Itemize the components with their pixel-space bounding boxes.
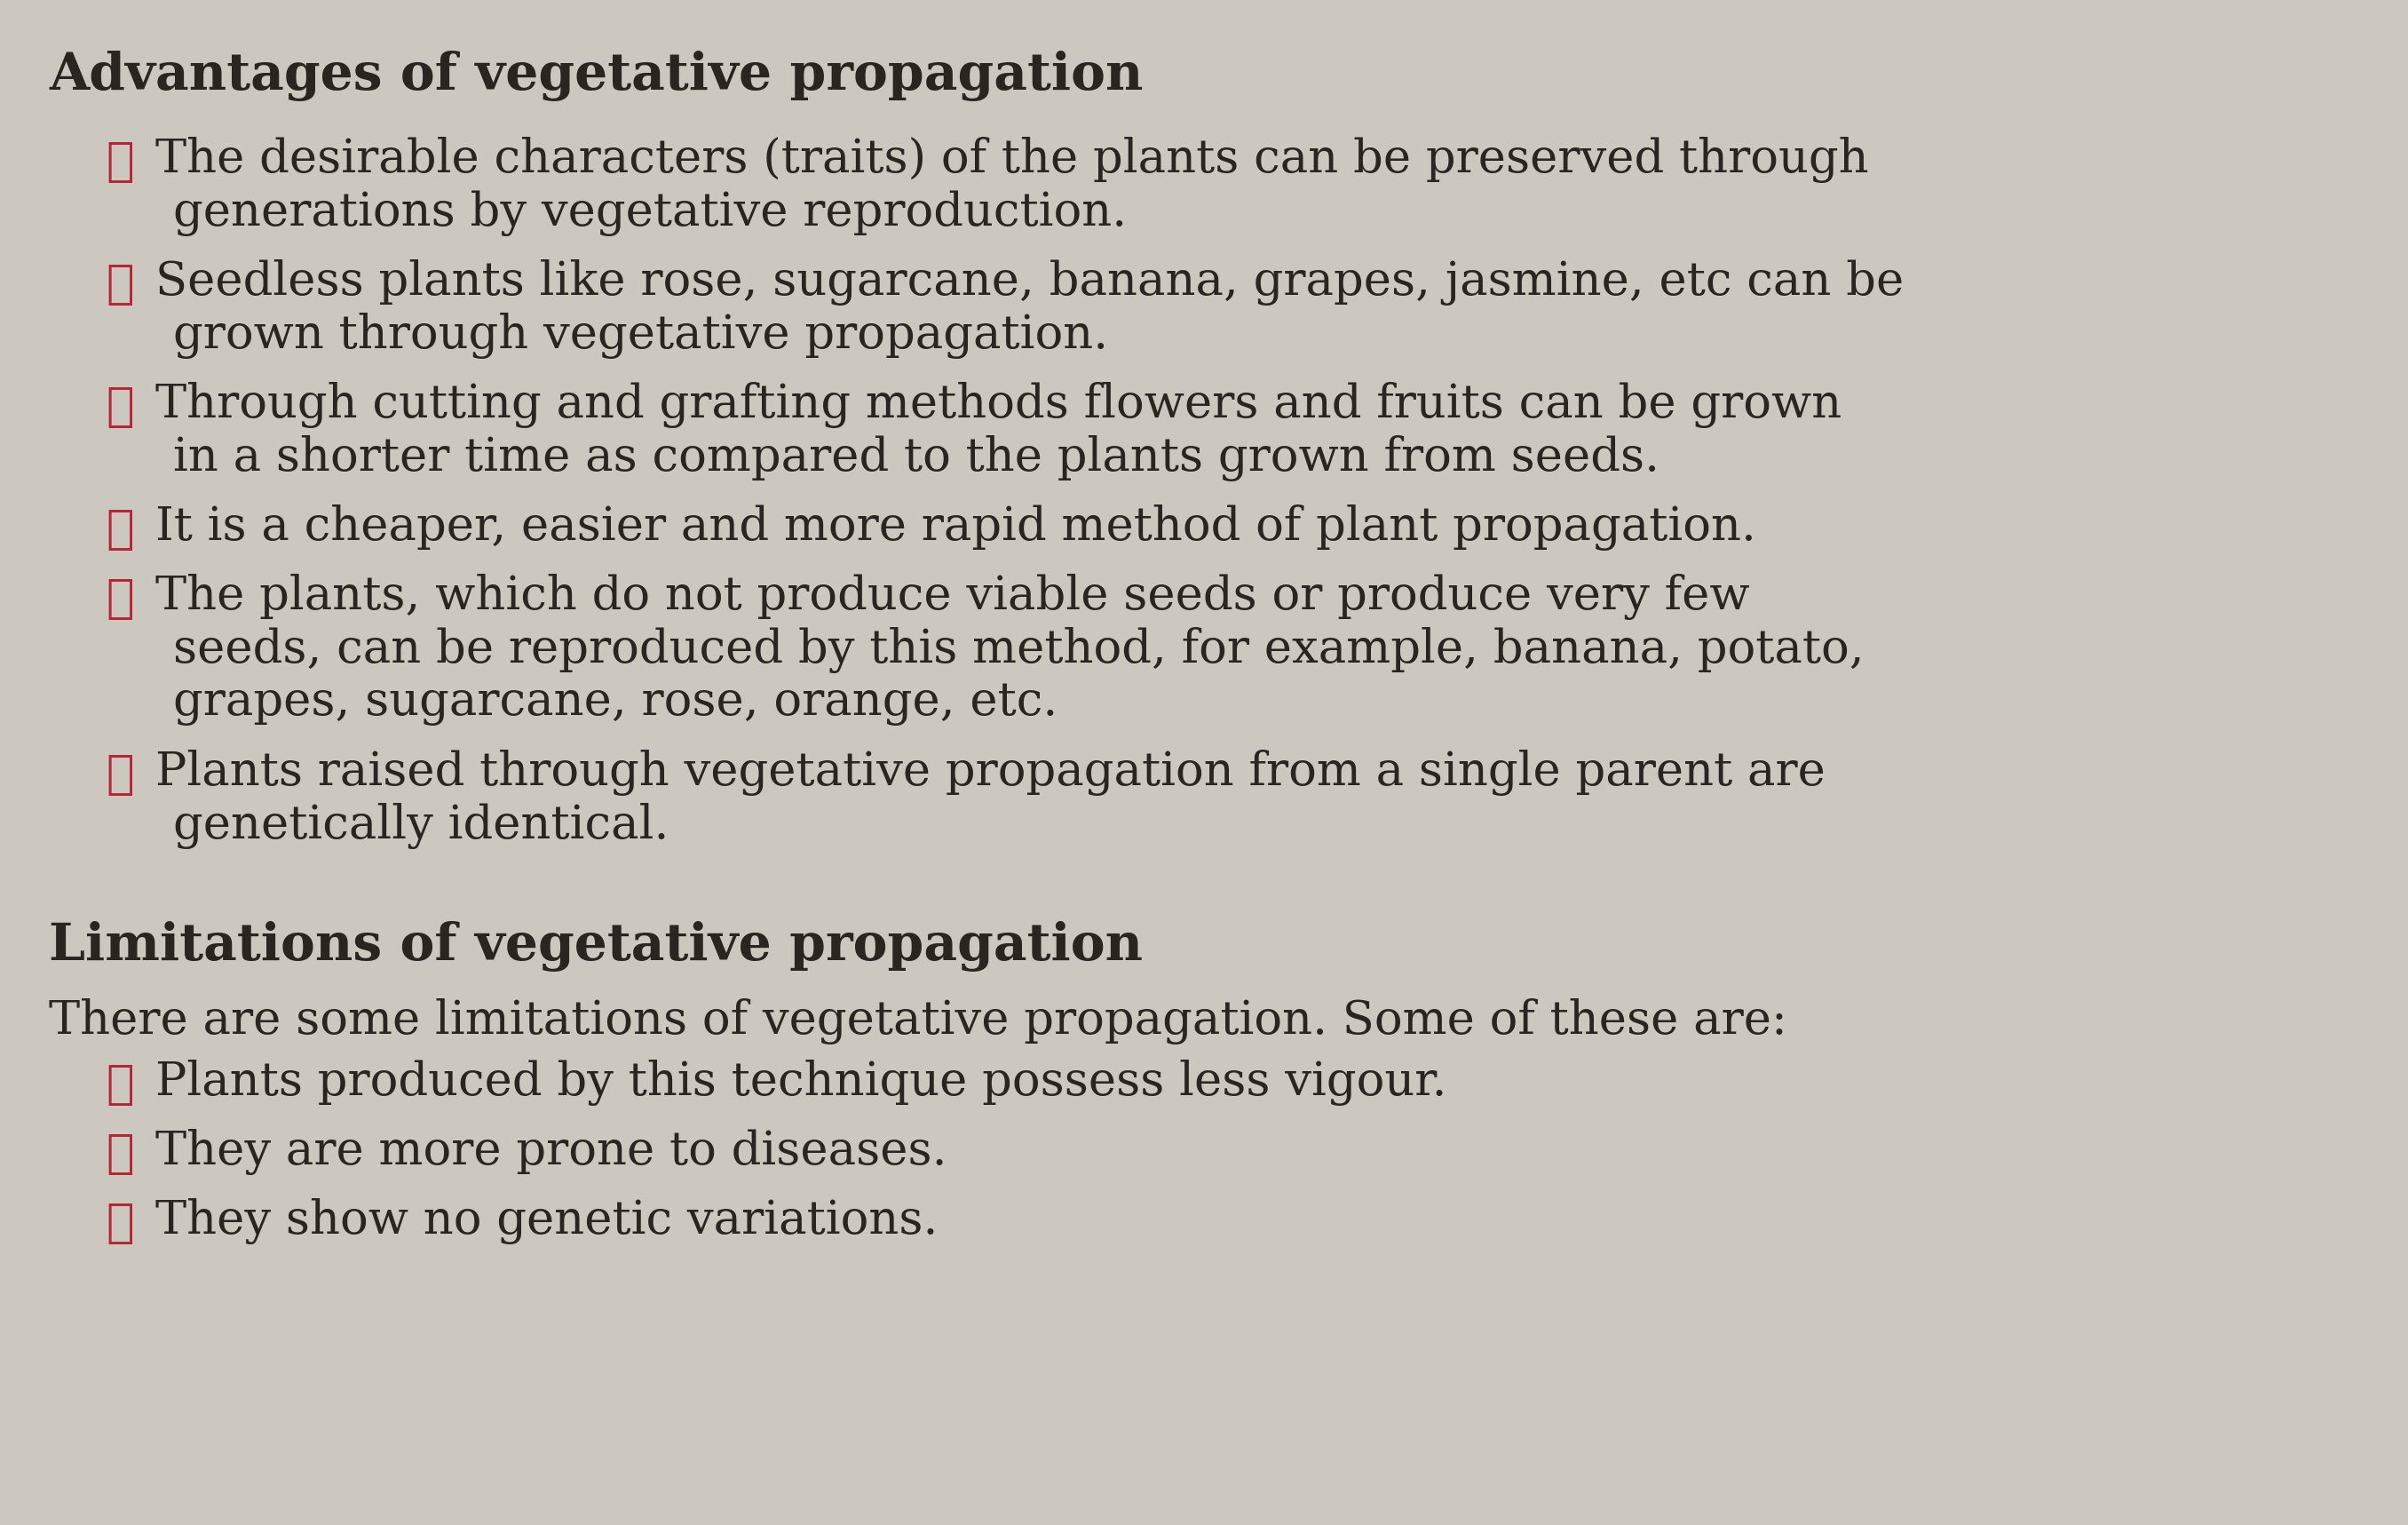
- Text: grapes, sugarcane, rose, orange, etc.: grapes, sugarcane, rose, orange, etc.: [173, 680, 1057, 726]
- Text: seeds, can be reproduced by this method, for example, banana, potato,: seeds, can be reproduced by this method,…: [173, 627, 1864, 674]
- Text: Plants raised through vegetative propagation from a single parent are: Plants raised through vegetative propaga…: [157, 750, 1825, 796]
- Text: Limitations of vegetative propagation: Limitations of vegetative propagation: [48, 921, 1144, 971]
- Text: ❖: ❖: [106, 140, 135, 185]
- Text: genetically identical.: genetically identical.: [173, 804, 669, 849]
- Text: Plants produced by this technique possess less vigour.: Plants produced by this technique posses…: [157, 1060, 1447, 1106]
- Text: ❖: ❖: [106, 1132, 135, 1176]
- Text: ❖: ❖: [106, 262, 135, 308]
- Text: They are more prone to diseases.: They are more prone to diseases.: [157, 1128, 946, 1174]
- Text: generations by vegetative reproduction.: generations by vegetative reproduction.: [173, 191, 1127, 236]
- Text: It is a cheaper, easier and more rapid method of plant propagation.: It is a cheaper, easier and more rapid m…: [157, 505, 1755, 551]
- Text: ❖: ❖: [106, 508, 135, 552]
- Text: ❖: ❖: [106, 1200, 135, 1246]
- Text: ❖: ❖: [106, 752, 135, 798]
- Text: They show no genetic variations.: They show no genetic variations.: [157, 1197, 939, 1244]
- Text: ❖: ❖: [106, 1061, 135, 1107]
- Text: ❖: ❖: [106, 384, 135, 430]
- Text: The desirable characters (traits) of the plants can be preserved through: The desirable characters (traits) of the…: [157, 137, 1869, 183]
- Text: Advantages of vegetative propagation: Advantages of vegetative propagation: [48, 50, 1144, 101]
- Text: in a shorter time as compared to the plants grown from seeds.: in a shorter time as compared to the pla…: [173, 435, 1659, 482]
- Text: grown through vegetative propagation.: grown through vegetative propagation.: [173, 313, 1108, 358]
- Text: There are some limitations of vegetative propagation. Some of these are:: There are some limitations of vegetative…: [48, 997, 1787, 1045]
- Text: ❖: ❖: [106, 576, 135, 622]
- Text: Seedless plants like rose, sugarcane, banana, grapes, jasmine, etc can be: Seedless plants like rose, sugarcane, ba…: [157, 259, 1905, 305]
- Text: Through cutting and grafting methods flowers and fruits can be grown: Through cutting and grafting methods flo…: [157, 383, 1842, 429]
- Text: The plants, which do not produce viable seeds or produce very few: The plants, which do not produce viable …: [157, 573, 1751, 621]
